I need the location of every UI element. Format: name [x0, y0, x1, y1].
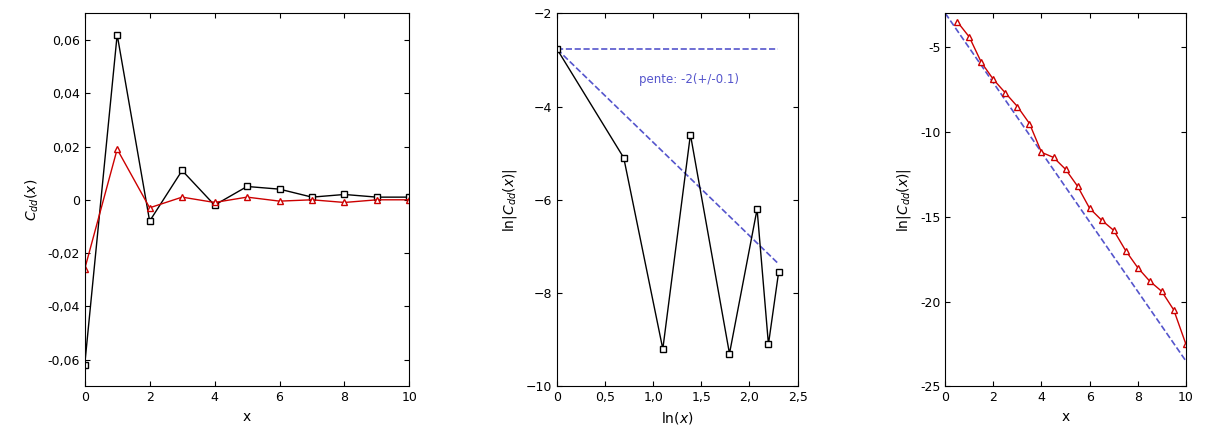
Y-axis label: $\ln|C_{dd}(x)|$: $\ln|C_{dd}(x)|$ [895, 168, 914, 232]
Y-axis label: $C_{dd}(x)$: $C_{dd}(x)$ [23, 178, 40, 221]
X-axis label: x: x [243, 410, 252, 424]
X-axis label: $\ln(x)$: $\ln(x)$ [661, 410, 693, 426]
X-axis label: x: x [1061, 410, 1070, 424]
Y-axis label: $\ln|C_{dd}(x)|$: $\ln|C_{dd}(x)|$ [501, 168, 519, 232]
Text: pente: -2(+/-0.1): pente: -2(+/-0.1) [639, 73, 739, 86]
